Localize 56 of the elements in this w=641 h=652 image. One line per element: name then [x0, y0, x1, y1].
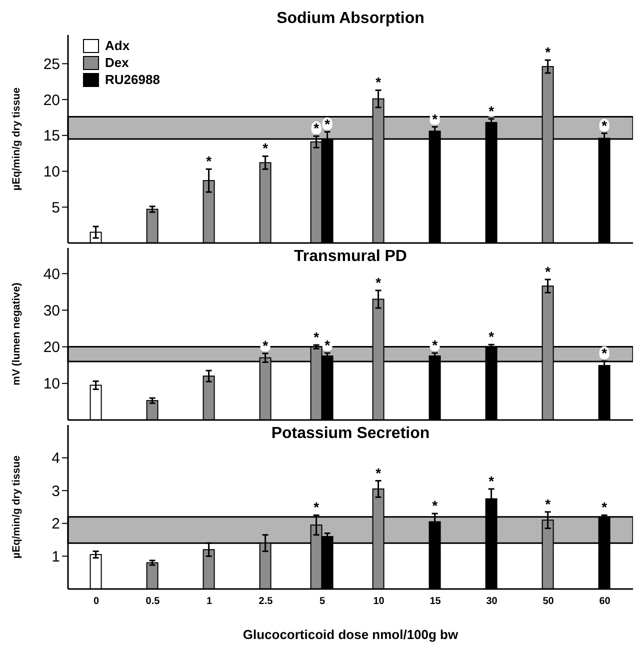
y-tick-label: 40 [43, 266, 60, 283]
data-label: * [488, 102, 495, 119]
y-tick-label: 20 [43, 92, 60, 109]
data-label: * [602, 117, 608, 134]
chart-title: Transmural PD [294, 248, 407, 265]
y-tick-label: 1 [52, 548, 60, 566]
y-tick-label: 2 [52, 516, 60, 533]
y-tick-label: 20 [43, 339, 60, 356]
data-label: * [545, 44, 552, 60]
y-axis-title: µEq/min/g dry tissue [10, 455, 23, 558]
y-tick-label: 5 [52, 199, 60, 216]
data-label: * [488, 328, 495, 345]
legend-label: Dex [105, 55, 129, 70]
data-label: * [432, 498, 438, 514]
data-label: * [314, 328, 320, 345]
y-tick-label: 25 [43, 56, 60, 74]
chart-title: Potassium Secretion [270, 425, 431, 443]
y-tick-label: 10 [43, 164, 60, 181]
data-label: * [602, 345, 608, 362]
chart-title: Sodium Absorption [276, 10, 426, 28]
x-tick-label: 0.5 [146, 596, 160, 608]
y-tick-label: 10 [43, 376, 60, 393]
data-label: * [545, 496, 552, 512]
x-tick-label: 5 [319, 596, 326, 608]
data-label: * [545, 263, 552, 280]
y-axis-title: µEq/min/g dry tissue [10, 87, 23, 190]
y-tick-label: 15 [43, 128, 60, 145]
legend-label: Adx [105, 38, 130, 53]
x-tick-label: 2.5 [258, 596, 274, 608]
x-tick-label: 15 [430, 596, 442, 608]
y-tick-label: 30 [43, 302, 60, 320]
data-label: * [314, 499, 320, 516]
data-label: * [432, 337, 438, 354]
data-label: * [376, 274, 382, 290]
data-label: * [314, 120, 320, 136]
data-label: * [488, 472, 495, 489]
y-axis-title: mV (lumen negative) [10, 282, 23, 386]
x-tick-label: 50 [542, 596, 554, 608]
data-label: * [376, 464, 382, 481]
data-label: * [206, 153, 212, 170]
y-tick-label: 4 [52, 450, 60, 468]
data-label: * [324, 116, 331, 132]
data-label: * [602, 499, 608, 516]
x-tick-label: 60 [599, 596, 611, 608]
data-label: * [262, 337, 269, 354]
x-axis-title: Glucocorticoid dose nmol/100g bw [242, 627, 460, 642]
data-label: * [262, 140, 269, 156]
x-tick-label: 10 [373, 596, 385, 608]
x-tick-label: 30 [486, 596, 498, 608]
legend-label: RU26988 [105, 72, 160, 87]
data-label: * [432, 110, 438, 127]
y-tick-label: 3 [52, 482, 60, 500]
data-label: * [376, 74, 382, 90]
x-tick-label: 1 [206, 596, 212, 608]
x-tick-label: 0 [93, 596, 100, 608]
data-label: * [324, 337, 331, 354]
